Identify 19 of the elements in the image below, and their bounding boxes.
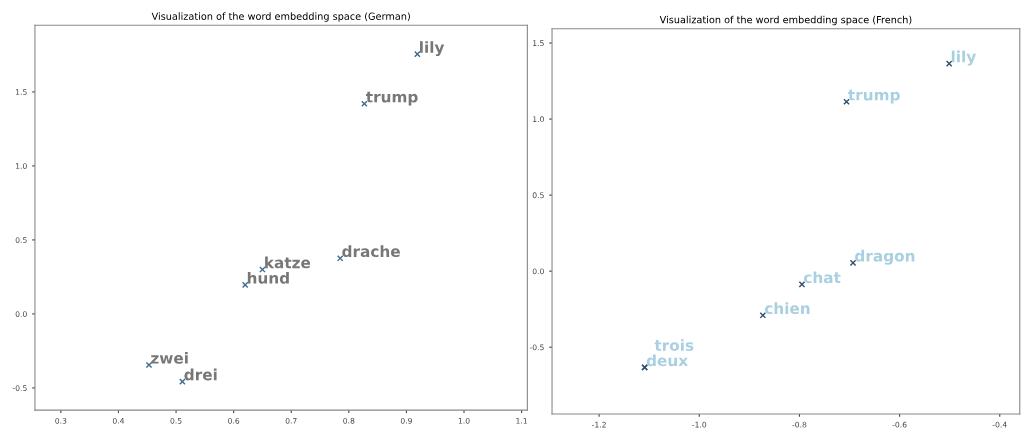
annotation: drache [342, 245, 400, 258]
annotation: trump [848, 89, 900, 104]
point [336, 254, 344, 262]
point [241, 281, 249, 289]
annotation: dragon [855, 249, 915, 265]
annotation: katze [265, 256, 311, 269]
annotation: chien [764, 302, 810, 315]
chart-title: Visualization of the word embedding space (German) [151, 12, 410, 22]
annotation: chat [803, 271, 841, 284]
annotation: trump [365, 91, 418, 106]
point [759, 311, 767, 319]
annotation: deux [646, 354, 688, 367]
annotation: lily [420, 41, 445, 57]
annotation: lily [951, 50, 976, 66]
annotation: drei [184, 368, 217, 381]
annotation: trois [654, 339, 694, 351]
annotation: hund [247, 271, 289, 284]
annotation: zwei [151, 351, 188, 364]
chart-title: Visualization of the word embedding space (French) [659, 15, 912, 26]
